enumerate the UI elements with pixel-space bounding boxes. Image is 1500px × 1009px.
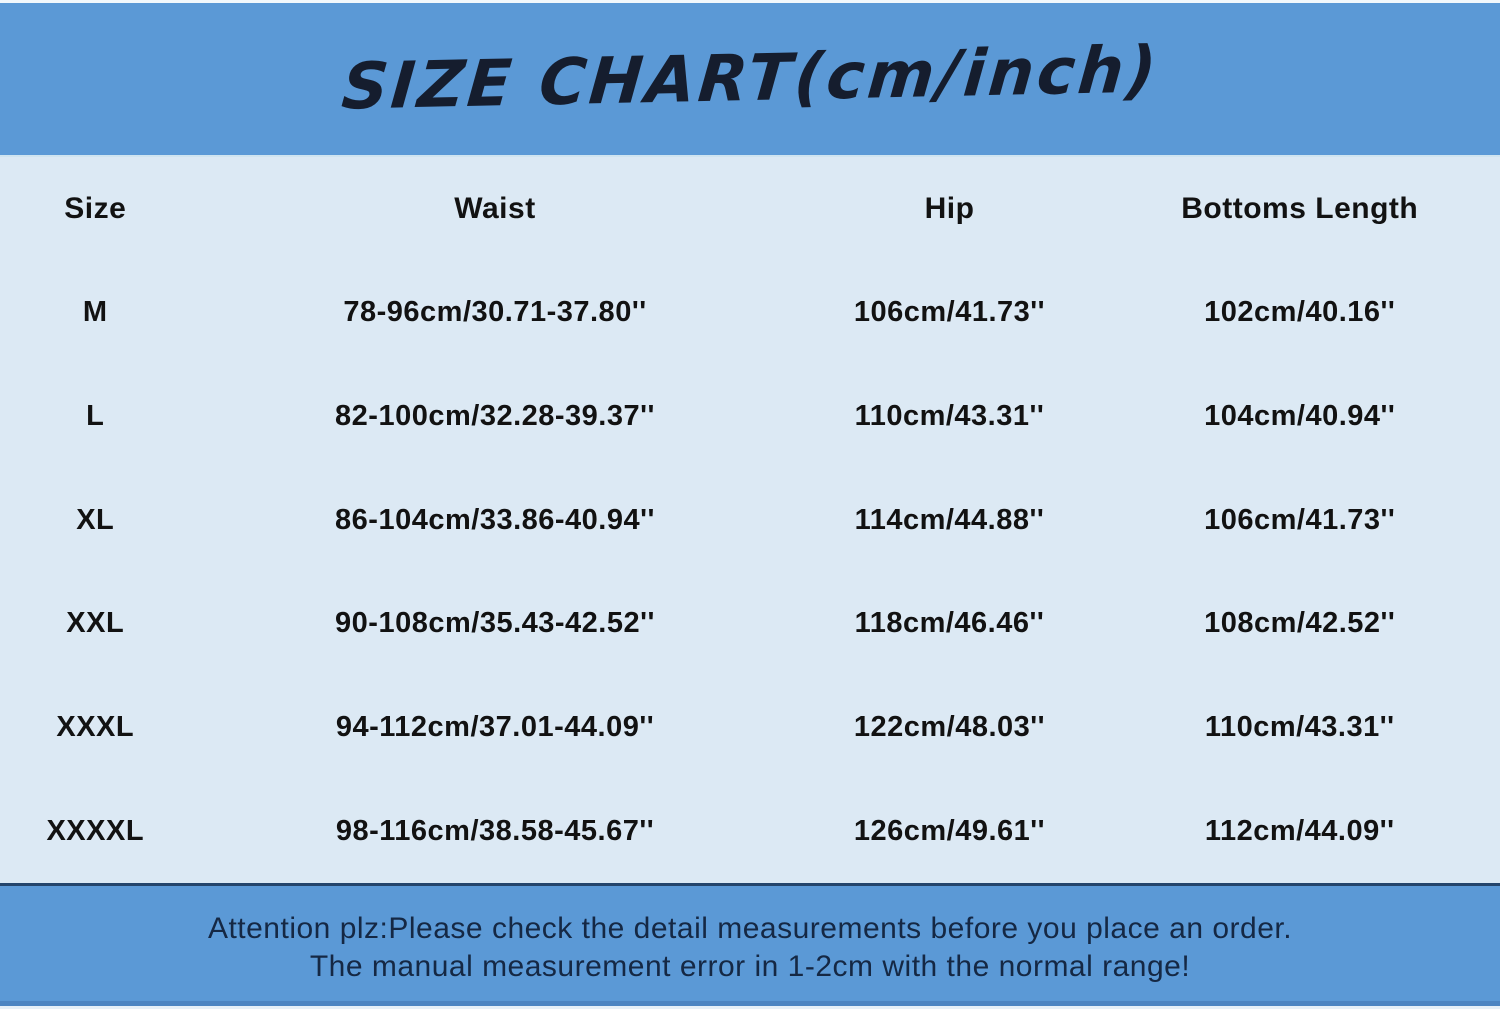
- column-header-size: Size: [64, 191, 127, 225]
- table-header-row: Size Waist Hip Bottoms Length: [0, 157, 1500, 261]
- waist-cell: 94-112cm/37.01-44.09'': [335, 710, 655, 743]
- bottom-strip-light: [0, 1006, 1500, 1009]
- column-header-waist: Waist: [454, 191, 536, 225]
- attention-banner: Attention plz:Please check the detail me…: [0, 883, 1500, 1009]
- size-cell: XL: [76, 503, 115, 536]
- hip-cell: 122cm/48.03'': [853, 710, 1046, 743]
- bottoms-length-cell: 108cm/42.52'': [1204, 607, 1396, 640]
- hip-cell: 106cm/41.73'': [853, 296, 1046, 329]
- bottoms-length-cell: 104cm/40.94'': [1204, 399, 1396, 432]
- table-row: L 82-100cm/32.28-39.37'' 110cm/43.31'' 1…: [0, 364, 1500, 468]
- bottoms-length-cell: 102cm/40.16'': [1204, 296, 1396, 329]
- bottoms-length-cell: 106cm/41.73'': [1204, 503, 1396, 536]
- size-cell: XXXXL: [46, 814, 145, 847]
- size-cell: XXXL: [56, 710, 135, 743]
- size-cell: XXL: [66, 607, 125, 640]
- column-header-hip: Hip: [924, 191, 975, 225]
- table-row: XXXL 94-112cm/37.01-44.09'' 122cm/48.03'…: [0, 676, 1500, 780]
- hip-cell: 110cm/43.31'': [854, 399, 1045, 432]
- size-table: Size Waist Hip Bottoms Length M 78-96cm/…: [0, 157, 1500, 883]
- attention-line-2: The manual measurement error in 1-2cm wi…: [309, 949, 1191, 983]
- hip-cell: 118cm/46.46'': [854, 607, 1045, 640]
- page-title: SIZE CHART(cm/inch): [338, 33, 1162, 125]
- waist-cell: 86-104cm/33.86-40.94'': [335, 503, 655, 536]
- bottoms-length-cell: 112cm/44.09'': [1204, 814, 1395, 847]
- bottoms-length-cell: 110cm/43.31'': [1204, 710, 1395, 743]
- table-row: M 78-96cm/30.71-37.80'' 106cm/41.73'' 10…: [0, 261, 1500, 365]
- size-cell: L: [86, 399, 105, 432]
- size-cell: M: [82, 296, 108, 329]
- table-row: XL 86-104cm/33.86-40.94'' 114cm/44.88'' …: [0, 468, 1500, 572]
- table-row: XXL 90-108cm/35.43-42.52'' 118cm/46.46''…: [0, 572, 1500, 676]
- header-banner: SIZE CHART(cm/inch): [0, 0, 1500, 157]
- bottom-strip-dark: [0, 1001, 1500, 1006]
- waist-cell: 78-96cm/30.71-37.80'': [343, 296, 647, 329]
- waist-cell: 98-116cm/38.58-45.67'': [335, 814, 655, 847]
- hip-cell: 114cm/44.88'': [854, 503, 1045, 536]
- waist-cell: 82-100cm/32.28-39.37'': [335, 399, 655, 432]
- hip-cell: 126cm/49.61'': [853, 814, 1046, 847]
- attention-line-1: Attention plz:Please check the detail me…: [207, 911, 1293, 945]
- table-row: XXXXL 98-116cm/38.58-45.67'' 126cm/49.61…: [0, 779, 1500, 883]
- waist-cell: 90-108cm/35.43-42.52'': [335, 607, 655, 640]
- column-header-bottoms-length: Bottoms Length: [1181, 191, 1419, 225]
